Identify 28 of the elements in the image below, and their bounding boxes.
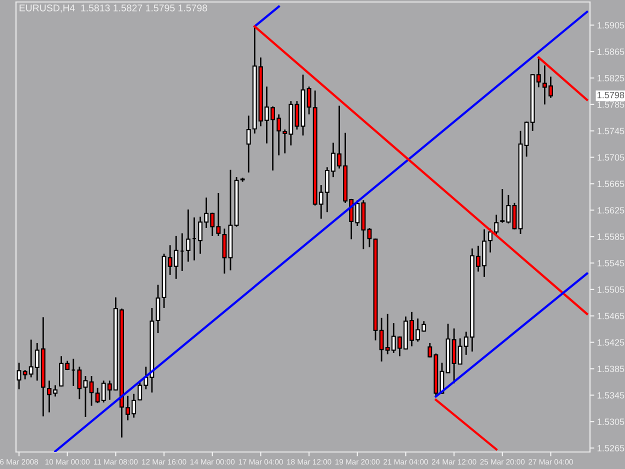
y-tick-label: 1.5665	[598, 180, 624, 188]
candlestick	[83, 375, 88, 418]
candlestick	[222, 228, 227, 274]
y-tick-label: 1.5585	[598, 234, 624, 240]
y-tick-label: 1.5305	[598, 418, 624, 425]
candlestick	[16, 362, 22, 390]
candlestick	[512, 202, 517, 230]
y-tick-label: 1.5705	[598, 154, 624, 161]
y-tick-label: 1.5545	[598, 260, 624, 266]
y-tick-label: 1.5465	[598, 312, 624, 320]
y-tick-label: 1.5745	[598, 128, 624, 134]
y-tick-label: 1.5265	[598, 445, 624, 452]
y-tick-label: 1.5345	[598, 392, 624, 399]
y-tick-label: 1.5625	[598, 207, 624, 214]
y-tick-label: 1.5385	[598, 366, 624, 372]
text: 1.5798	[598, 92, 624, 98]
y-tick-label: 1.5905	[598, 22, 624, 28]
chart-title: EURUSD,H4 1.5813 1.5827 1.5795 1.5798	[20, 4, 208, 13]
y-tick-label: 1.5425	[598, 339, 624, 346]
y-tick-label: 1.5825	[598, 74, 624, 82]
candlestick	[89, 375, 94, 406]
candlestick	[494, 214, 499, 236]
candlestick	[77, 366, 82, 400]
y-tick-label: 1.5505	[598, 286, 624, 293]
candlestick	[186, 208, 190, 262]
y-tick-label: 1.5785	[598, 101, 624, 108]
y-tick-label: 1.5865	[598, 48, 624, 55]
candlestick	[156, 284, 160, 334]
